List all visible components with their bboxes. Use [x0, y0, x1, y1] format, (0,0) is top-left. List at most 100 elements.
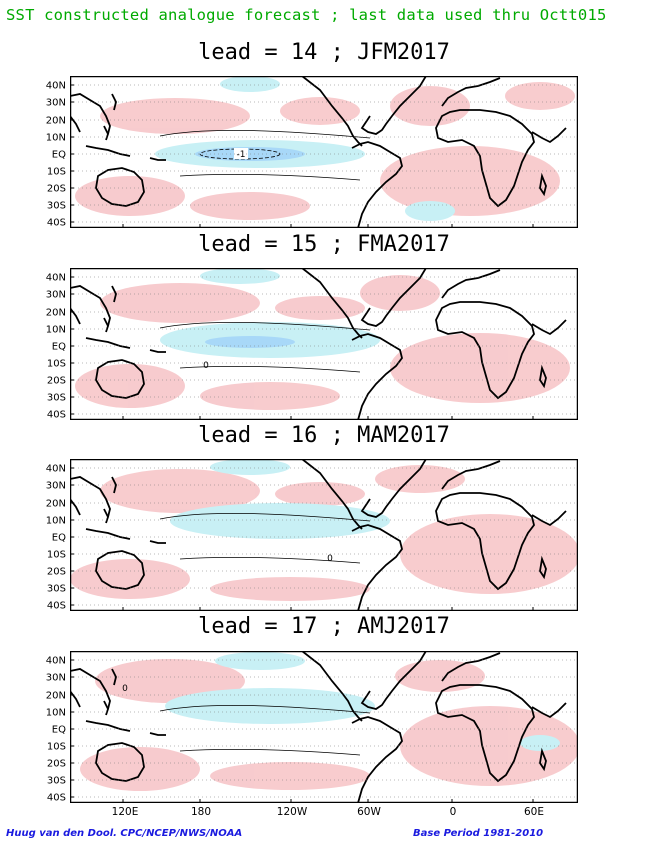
- coastline: [539, 364, 547, 389]
- lat-label: 30S: [47, 776, 66, 787]
- lat-label: 40N: [46, 656, 66, 667]
- coastline: [149, 732, 166, 736]
- coastline: [70, 115, 81, 133]
- coastline: [95, 550, 145, 590]
- coastline: [70, 285, 111, 327]
- lat-label: 40N: [46, 273, 66, 284]
- coastline: [111, 93, 117, 111]
- lat-label: 20N: [46, 116, 66, 127]
- coastline: [111, 476, 117, 494]
- coastline: [360, 651, 427, 710]
- lat-label: 30N: [46, 481, 66, 492]
- coastline: [301, 651, 363, 722]
- footer-base-period: Base Period 1981-2010: [413, 828, 544, 839]
- coastline: [85, 720, 131, 732]
- coastline: [103, 125, 109, 141]
- coastline: [95, 742, 145, 782]
- lat-label: 10S: [47, 550, 66, 561]
- lon-label-60e: 60E: [524, 806, 544, 818]
- lat-label: 20N: [46, 499, 66, 510]
- lat-label: EQ: [52, 533, 66, 544]
- zero-contour: [159, 513, 371, 564]
- coastline: [301, 76, 363, 147]
- coastline: [351, 716, 403, 803]
- coastline: [103, 700, 109, 716]
- lon-label-60w: 60W: [357, 806, 381, 818]
- coastline: [531, 319, 567, 336]
- lat-label: 40S: [47, 601, 66, 612]
- lon-label-120e: 120E: [111, 806, 139, 818]
- lon-label-120w: 120W: [276, 806, 308, 818]
- lat-label: 20S: [47, 184, 66, 195]
- lon-label-0: 0: [449, 806, 457, 818]
- lat-label: 30S: [47, 584, 66, 595]
- lat-label: 20N: [46, 691, 66, 702]
- lat-label: 30N: [46, 673, 66, 684]
- coastline: [441, 269, 501, 299]
- coastline: [360, 76, 427, 135]
- coastline: [360, 459, 427, 518]
- coastline: [103, 317, 109, 333]
- coastline: [531, 127, 567, 144]
- footer-credit: Huug van den Dool. CPC/NCEP/NWS/NOAA: [6, 828, 243, 839]
- map-panel-3: 0: [70, 459, 578, 611]
- lat-label: 10N: [46, 708, 66, 719]
- coastline: [70, 690, 81, 708]
- lat-label: 40S: [47, 410, 66, 421]
- coastline: [70, 668, 111, 710]
- panel-title-1: lead = 14 ; JFM2017: [198, 40, 450, 65]
- coastline: [85, 528, 131, 540]
- lat-labels: 40N 30N 20N 10N EQ 10S 20S 30S 40S 40N 30N 20N 10N EQ…: [46, 81, 66, 804]
- map-panel-4: 0: [70, 651, 578, 803]
- zero-contour: [159, 322, 371, 373]
- lat-label: 40N: [46, 81, 66, 92]
- coastline: [85, 145, 131, 157]
- coastline: [351, 141, 403, 228]
- lon-label-180: 180: [190, 806, 212, 818]
- lat-label: 10S: [47, 742, 66, 753]
- coastline: [435, 684, 535, 783]
- lat-label: 40S: [47, 793, 66, 804]
- map-panel-1: -1: [70, 76, 578, 228]
- contour-label-zero: 0: [327, 554, 333, 564]
- coastline: [539, 747, 547, 772]
- coastline: [435, 492, 535, 591]
- coastline: [103, 508, 109, 524]
- coastline: [95, 167, 145, 207]
- lat-label: 30N: [46, 290, 66, 301]
- panel-title-3: lead = 16 ; MAM2017: [198, 423, 450, 448]
- lat-label: 40N: [46, 464, 66, 475]
- contour-label-zero: 0: [122, 684, 128, 694]
- coastline: [149, 157, 166, 161]
- lat-label: 20S: [47, 567, 66, 578]
- coastline: [441, 460, 501, 490]
- lat-label: 30S: [47, 201, 66, 212]
- coastline: [301, 459, 363, 530]
- coastline: [149, 349, 166, 353]
- coastline: [360, 268, 427, 327]
- coastline: [70, 93, 111, 135]
- contour-label-minus-one: -1: [237, 150, 246, 160]
- lat-label: 10N: [46, 516, 66, 527]
- lat-label: 20S: [47, 376, 66, 387]
- lat-label: 40S: [47, 218, 66, 229]
- coastline: [539, 555, 547, 580]
- lat-label: EQ: [52, 150, 66, 161]
- lat-label: 10N: [46, 133, 66, 144]
- lat-label: 30S: [47, 393, 66, 404]
- coastline: [301, 268, 363, 339]
- lat-label: 20N: [46, 308, 66, 319]
- coastline: [531, 702, 567, 719]
- coastline: [111, 668, 117, 686]
- coastline: [95, 359, 145, 399]
- lat-label: 10S: [47, 167, 66, 178]
- coastline: [351, 524, 403, 611]
- lat-label: 10S: [47, 359, 66, 370]
- coastline: [85, 337, 131, 349]
- map-panel-2: 0: [70, 268, 578, 420]
- panel-title-4: lead = 17 ; AMJ2017: [198, 614, 450, 639]
- coastline: [435, 109, 535, 208]
- lat-label: EQ: [52, 342, 66, 353]
- coastline: [111, 285, 117, 303]
- coastline: [531, 510, 567, 527]
